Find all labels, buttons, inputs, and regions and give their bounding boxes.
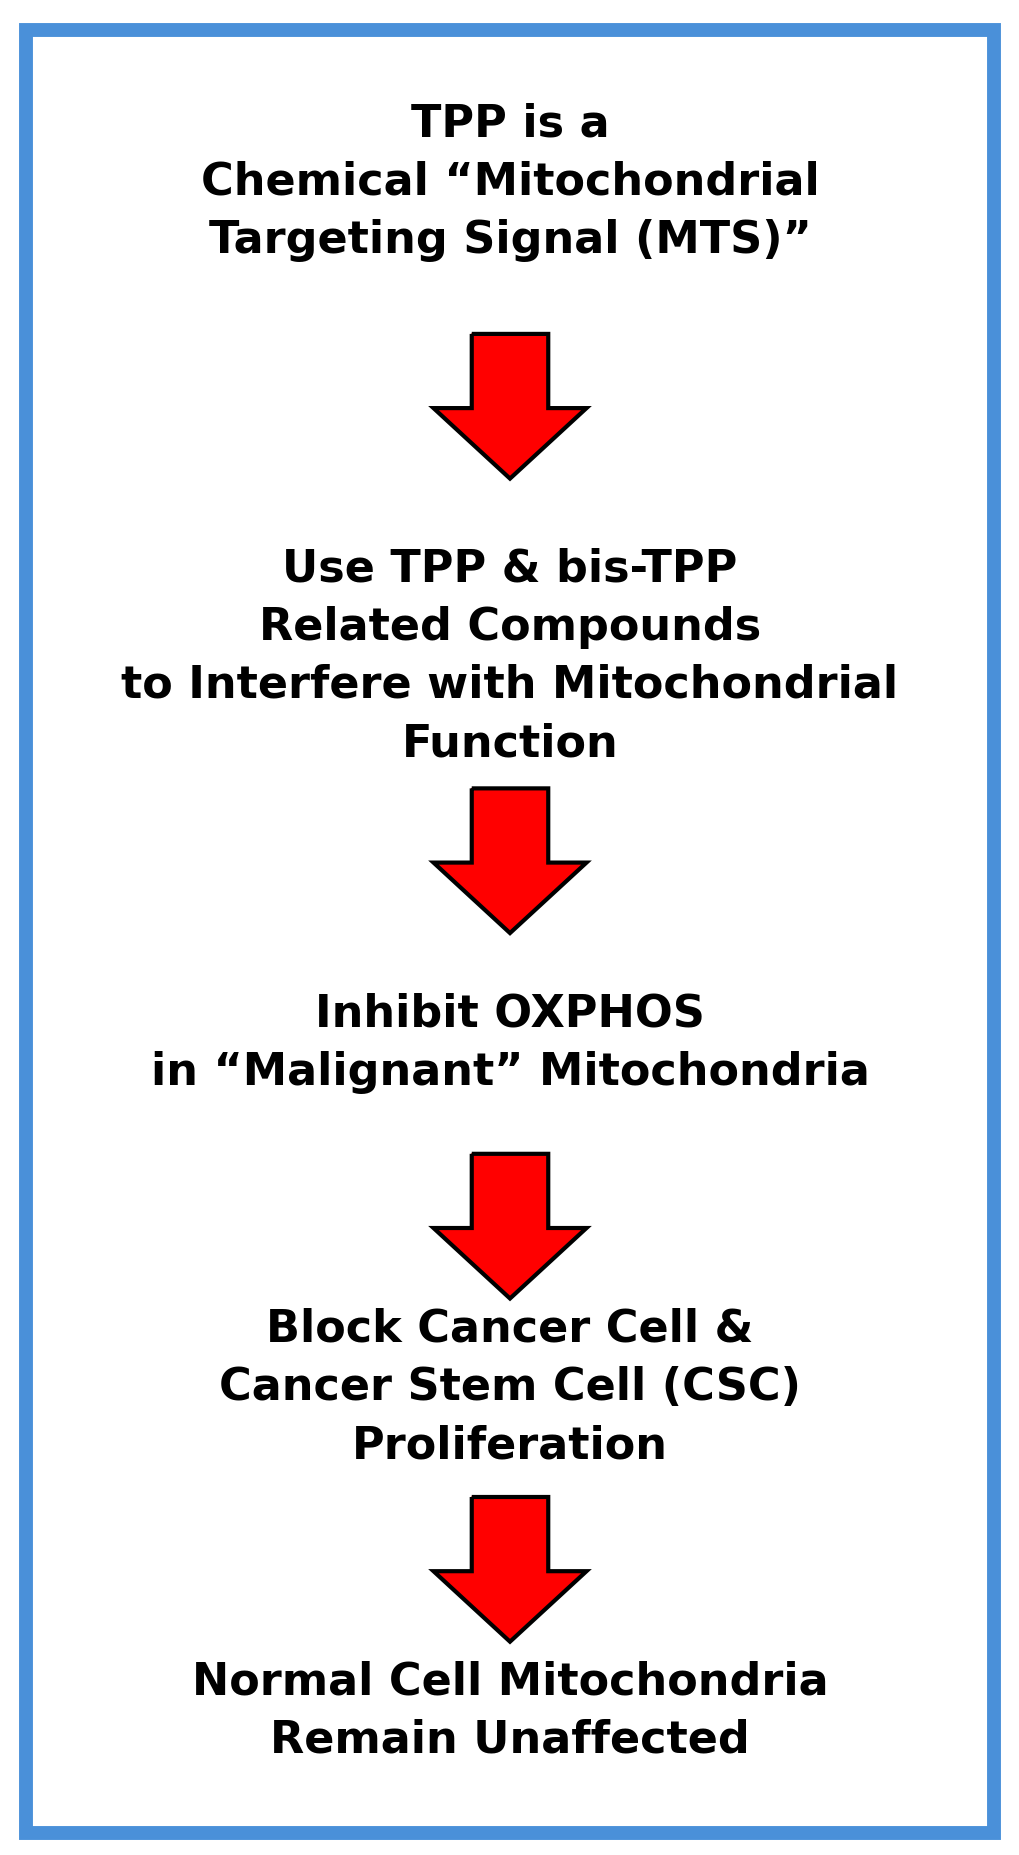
Text: Normal Cell Mitochondria
Remain Unaffected: Normal Cell Mitochondria Remain Unaffect… xyxy=(192,1660,827,1762)
Text: Use TPP & bis-TPP
Related Compounds
to Interfere with Mitochondrial
Function: Use TPP & bis-TPP Related Compounds to I… xyxy=(121,547,898,764)
Polygon shape xyxy=(433,1497,586,1642)
Text: Inhibit OXPHOS
in “Malignant” Mitochondria: Inhibit OXPHOS in “Malignant” Mitochondr… xyxy=(151,992,868,1094)
Polygon shape xyxy=(433,788,586,933)
FancyBboxPatch shape xyxy=(25,30,994,1833)
Text: TPP is a
Chemical “Mitochondrial
Targeting Signal (MTS)”: TPP is a Chemical “Mitochondrial Targeti… xyxy=(201,102,818,262)
Text: Block Cancer Cell &
Cancer Stem Cell (CSC)
Proliferation: Block Cancer Cell & Cancer Stem Cell (CS… xyxy=(219,1308,800,1467)
Polygon shape xyxy=(433,334,586,479)
Polygon shape xyxy=(433,1154,586,1298)
